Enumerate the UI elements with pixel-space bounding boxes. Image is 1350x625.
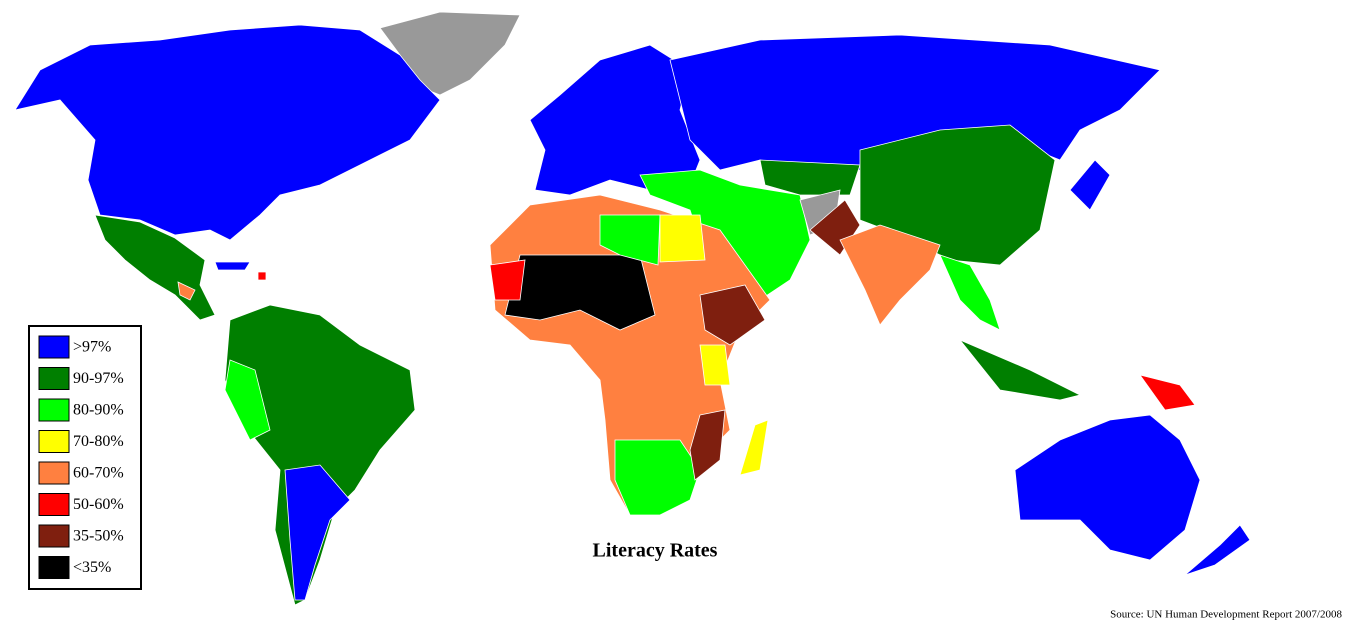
southeast-asia: [939, 254, 1001, 331]
legend-label: 50-60%: [73, 496, 124, 513]
middle-east: [639, 169, 811, 301]
indonesia: [959, 339, 1082, 401]
legend-label: <35%: [73, 559, 111, 576]
india: [839, 224, 941, 326]
kenya: [699, 344, 731, 386]
legend-swatch: [38, 461, 70, 485]
map-title: Literacy Rates: [593, 540, 718, 562]
sahel: [504, 254, 656, 331]
source-note: Source: UN Human Development Report 2007…: [1110, 609, 1342, 621]
legend-label: >97%: [73, 339, 111, 356]
legend-swatch: [38, 524, 70, 548]
legend-label: 90-97%: [73, 370, 124, 387]
legend-swatch: [38, 493, 70, 516]
legend-swatch: [38, 335, 70, 359]
mauritania: [489, 259, 526, 301]
legend-swatch: [38, 398, 70, 422]
legend-label: 80-90%: [73, 402, 124, 419]
legend-swatch: [38, 556, 70, 579]
central-america: [177, 281, 196, 301]
north-america: [14, 24, 441, 241]
cuba: [214, 261, 251, 271]
legend-label: 60-70%: [73, 465, 124, 482]
legend-label: 70-80%: [73, 433, 124, 450]
egypt: [659, 214, 706, 263]
legend: >97% 90-97% 80-90% 70-80% 60-70% 50-60% 35-50%…: [38, 335, 124, 579]
legend-box: [28, 325, 142, 590]
peru: [224, 359, 271, 441]
legend-swatch: [38, 367, 70, 390]
land-masses: [14, 11, 1251, 606]
southern-africa: [614, 439, 701, 516]
argentina: [284, 464, 351, 601]
japan: [1069, 159, 1111, 211]
legend-label: 35-50%: [73, 528, 124, 545]
haiti: [257, 271, 267, 281]
libya: [599, 214, 661, 266]
papua-new-guinea: [1139, 374, 1196, 411]
mozambique: [689, 409, 726, 481]
legend-swatch: [38, 430, 70, 453]
madagascar: [739, 419, 769, 476]
ethiopia: [699, 284, 766, 346]
new-zealand: [1184, 524, 1251, 576]
australia: [1014, 414, 1201, 561]
